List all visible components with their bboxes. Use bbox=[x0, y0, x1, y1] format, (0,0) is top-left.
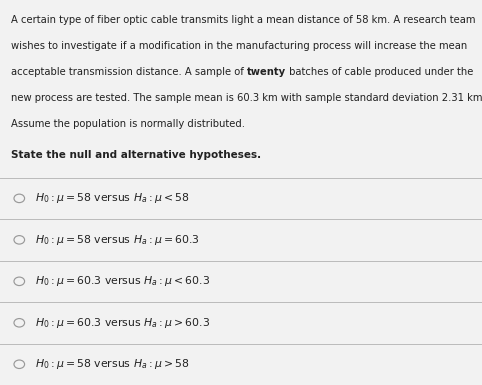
Text: $H_0 : \mu = 60.3$ versus $H_a : \mu > 60.3$: $H_0 : \mu = 60.3$ versus $H_a : \mu > 6… bbox=[35, 316, 210, 330]
Text: $H_0 : \mu = 58$ versus $H_a : \mu > 58$: $H_0 : \mu = 58$ versus $H_a : \mu > 58$ bbox=[35, 357, 189, 371]
Text: $H_0 : \mu = 60.3$ versus $H_a : \mu < 60.3$: $H_0 : \mu = 60.3$ versus $H_a : \mu < 6… bbox=[35, 275, 210, 288]
Text: State the null and alternative hypotheses.: State the null and alternative hypothese… bbox=[11, 150, 261, 160]
Text: batches of cable produced under the: batches of cable produced under the bbox=[286, 67, 473, 77]
Text: Assume the population is normally distributed.: Assume the population is normally distri… bbox=[11, 119, 244, 129]
Text: $H_0 : \mu = 58$ versus $H_a : \mu = 60.3$: $H_0 : \mu = 58$ versus $H_a : \mu = 60.… bbox=[35, 233, 200, 247]
Text: acceptable transmission distance. A sample of: acceptable transmission distance. A samp… bbox=[11, 67, 247, 77]
Text: new process are tested. The sample mean is 60.3 km with sample standard deviatio: new process are tested. The sample mean … bbox=[11, 93, 482, 103]
Text: $H_0 : \mu = 58$ versus $H_a : \mu < 58$: $H_0 : \mu = 58$ versus $H_a : \mu < 58$ bbox=[35, 191, 189, 205]
Text: A certain type of fiber optic cable transmits light a mean distance of 58 km. A : A certain type of fiber optic cable tran… bbox=[11, 15, 475, 25]
Text: twenty: twenty bbox=[247, 67, 286, 77]
Text: wishes to investigate if a modification in the manufacturing process will increa: wishes to investigate if a modification … bbox=[11, 41, 467, 51]
